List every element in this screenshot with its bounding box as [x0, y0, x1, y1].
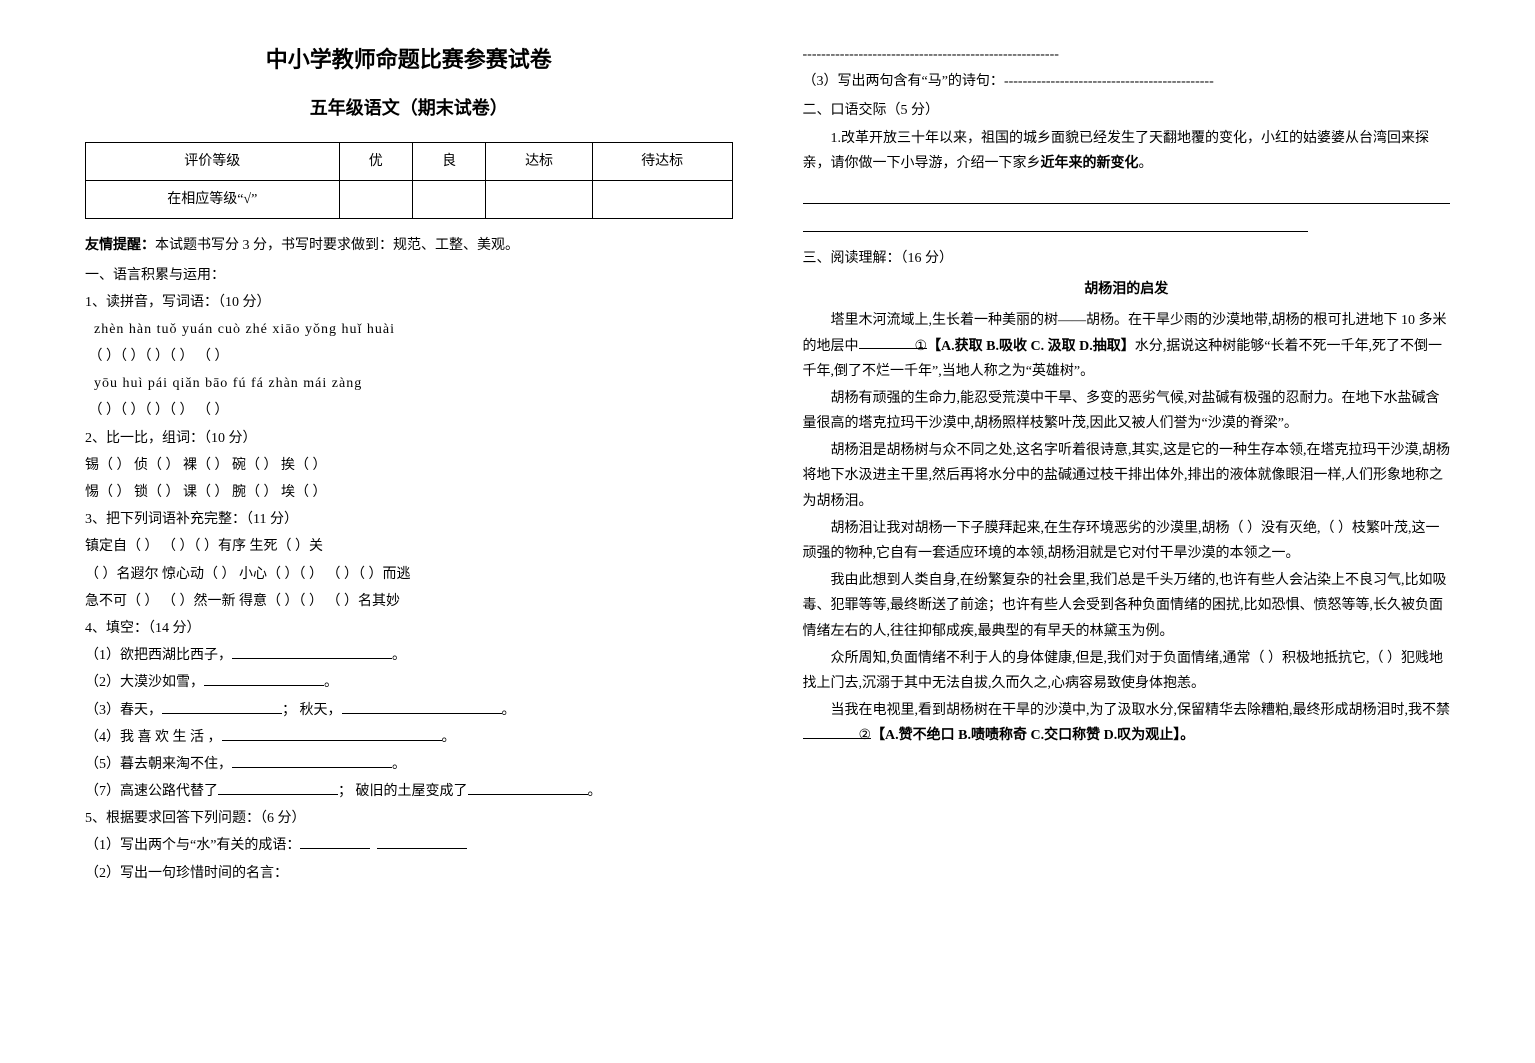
q4-5-text: （5）暮去朝来淘不住， [85, 757, 232, 772]
oral-1: 1.改革开放三十年以来，祖国的城乡面貌已经发生了天翻地覆的变化，小红的姑婆婆从台… [803, 126, 1451, 176]
pinyin-text: yōu huì pái qiǎn bāo fú fá zhàn mái zàng [94, 376, 362, 391]
q4-2: （2）大漠沙如雪，。 [85, 670, 733, 695]
q4-2-text: （2）大漠沙如雪， [85, 675, 204, 690]
q4-3b-text: ； 秋天， [282, 703, 342, 718]
grade-table: 评价等级 优 良 达标 待达标 在相应等级“√” [85, 142, 733, 219]
passage-p2: 胡杨有顽强的生命力,能忍受荒漠中干旱、多变的恶劣气候,对盐碱有极强的忍耐力。在地… [803, 386, 1451, 436]
section2-head: 二、口语交际（5 分） [803, 98, 1451, 123]
q5-3-text: （3）写出两句含有“马”的诗句： [803, 74, 1004, 89]
blank [204, 671, 324, 686]
grade-row-label: 在相应等级“√” [86, 181, 340, 219]
q2-line-2: 惕（ ） 锁（ ） 课（ ） 腕（ ） 埃（ ） [85, 480, 733, 505]
q5-1-text: （1）写出两个与“水”有关的成语： [85, 838, 300, 853]
table-row: 在相应等级“√” [86, 181, 733, 219]
q4-3a-text: （3）春天， [85, 703, 162, 718]
dash-line-top: ----------------------------------------… [803, 42, 1451, 67]
page-subtitle: 五年级语文（期末试卷） [85, 92, 733, 124]
q3-line-1: 镇定自（ ） （ ）（ ）有序 生死（ ）关 [85, 534, 733, 559]
q5-2: （2）写出一句珍惜时间的名言： [85, 861, 733, 886]
oral-1-bold: 近年来的新变化 [1041, 156, 1139, 171]
grade-header-3: 达标 [486, 142, 593, 180]
blank [232, 753, 392, 768]
blank-circled-1: ① [859, 334, 928, 349]
blank [232, 644, 392, 659]
passage-p7: 当我在电视里,看到胡杨树在干旱的沙漠中,为了汲取水分,保留精华去除糟粕,最终形成… [803, 698, 1451, 748]
p1-bracket: 【A.获取 B.吸收 C. 汲取 D.抽取】 [927, 339, 1135, 354]
grade-cell-empty [486, 181, 593, 219]
passage-p3: 胡杨泪是胡杨树与众不同之处,这名字听着很诗意,其实,这是它的一种生存本领,在塔克… [803, 438, 1451, 514]
passage-p1: 塔里木河流域上,生长着一种美丽的树——胡杨。在干旱少雨的沙漠地带,胡杨的根可扎进… [803, 308, 1451, 384]
blank [377, 834, 467, 849]
passage-title: 胡杨泪的启发 [803, 277, 1451, 302]
left-column: 中小学教师命题比赛参赛试卷 五年级语文（期末试卷） 评价等级 优 良 达标 待达… [60, 40, 768, 1023]
blank [162, 698, 282, 713]
q4-4: （4）我 喜 欢 生 活 ，。 [85, 725, 733, 750]
right-column: ----------------------------------------… [768, 40, 1476, 1023]
pinyin-row-1: zhèn hàn tuǒ yuán cuò zhé xiāo yǒng huǐ … [85, 317, 733, 342]
q2-head: 2、比一比，组词：（10 分） [85, 426, 733, 451]
q4-1: （1）欲把西湖比西子，。 [85, 643, 733, 668]
blank-circled-2: ② [803, 723, 872, 738]
section1-head: 一、语言积累与运用： [85, 263, 733, 288]
passage-p4: 胡杨泪让我对胡杨一下子膜拜起来,在生存环境恶劣的沙漠里,胡杨（ ）没有灭绝,（ … [803, 516, 1451, 566]
grade-header-2: 良 [412, 142, 485, 180]
q4-7: （7）高速公路代替了； 破旧的土屋变成了。 [85, 779, 733, 804]
circled-1: ① [887, 334, 928, 359]
q2-line-1: 锡（ ） 侦（ ） 裸（ ） 碗（ ） 挨（ ） [85, 453, 733, 478]
blank [300, 834, 370, 849]
q4-1-text: （1）欲把西湖比西子， [85, 648, 232, 663]
q3-line-2: （ ）名遐尔 惊心动（ ） 小心（ ）（ ） （ ）（ ）而逃 [85, 562, 733, 587]
grade-header-0: 评价等级 [86, 142, 340, 180]
q5-1: （1）写出两个与“水”有关的成语： [85, 833, 733, 858]
reminder-line: 友情提醒：本试题书写分 3 分，书写时要求做到：规范、工整、美观。 [85, 233, 733, 258]
paren-row-1: （ ）（ ）（ ）（ ） （ ） [85, 344, 733, 369]
paren-text: （ ）（ ）（ ）（ ） （ ） [89, 403, 229, 418]
q4-4-text: （4）我 喜 欢 生 活 ， [85, 730, 222, 745]
grade-header-4: 待达标 [592, 142, 732, 180]
q4-7a-text: （7）高速公路代替了 [85, 784, 218, 799]
dash-line: ----------------------------------------… [1004, 74, 1214, 89]
p7a-text: 当我在电视里,看到胡杨树在干旱的沙漠中,为了汲取水分,保留精华去除糟粕,最终形成… [831, 703, 1451, 718]
section3-head: 三、阅读理解：（16 分） [803, 246, 1451, 271]
blank [218, 780, 338, 795]
pinyin-text: zhèn hàn tuǒ yuán cuò zhé xiāo yǒng huǐ … [94, 322, 395, 337]
grade-cell-empty [339, 181, 412, 219]
oral-1b-text: 。 [1139, 156, 1153, 171]
q4-head: 4、填空：（14 分） [85, 616, 733, 641]
blank [468, 780, 588, 795]
passage-p6: 众所周知,负面情绪不利于人的身体健康,但是,我们对于负面情绪,通常（ ）积极地抵… [803, 646, 1451, 696]
table-row: 评价等级 优 良 达标 待达标 [86, 142, 733, 180]
page-title: 中小学教师命题比赛参赛试卷 [85, 40, 733, 80]
reminder-label: 友情提醒： [85, 238, 155, 253]
q3-head: 3、把下列词语补充完整：（11 分） [85, 507, 733, 532]
pinyin-row-2: yōu huì pái qiǎn bāo fú fá zhàn mái zàng [85, 371, 733, 396]
grade-cell-empty [592, 181, 732, 219]
q5-3: （3）写出两句含有“马”的诗句：------------------------… [803, 69, 1451, 94]
grade-cell-empty [412, 181, 485, 219]
answer-line [803, 210, 1308, 232]
q4-5: （5）暮去朝来淘不住，。 [85, 752, 733, 777]
q4-7b-text: ； 破旧的土屋变成了 [338, 784, 468, 799]
blank [342, 698, 502, 713]
passage-p5: 我由此想到人类自身,在纷繁复杂的社会里,我们总是千头万绪的,也许有些人会沾染上不… [803, 568, 1451, 644]
answer-line [803, 182, 1451, 204]
q4-3: （3）春天，； 秋天，。 [85, 698, 733, 723]
paren-row-2: （ ）（ ）（ ）（ ） （ ） [85, 398, 733, 423]
blank [222, 725, 442, 740]
reminder-text: 本试题书写分 3 分，书写时要求做到：规范、工整、美观。 [155, 238, 519, 253]
paren-text: （ ）（ ）（ ）（ ） （ ） [89, 349, 229, 364]
grade-header-1: 优 [339, 142, 412, 180]
q3-line-3: 急不可（ ） （ ）然一新 得意（ ）（ ） （ ）名其妙 [85, 589, 733, 614]
q1-head: 1、读拼音，写词语：（10 分） [85, 290, 733, 315]
p7-bracket: 【A.赞不绝口 B.啧啧称奇 C.交口称赞 D.叹为观止】。 [871, 728, 1194, 743]
circled-2: ② [831, 723, 872, 748]
q5-head: 5、根据要求回答下列问题：（6 分） [85, 806, 733, 831]
